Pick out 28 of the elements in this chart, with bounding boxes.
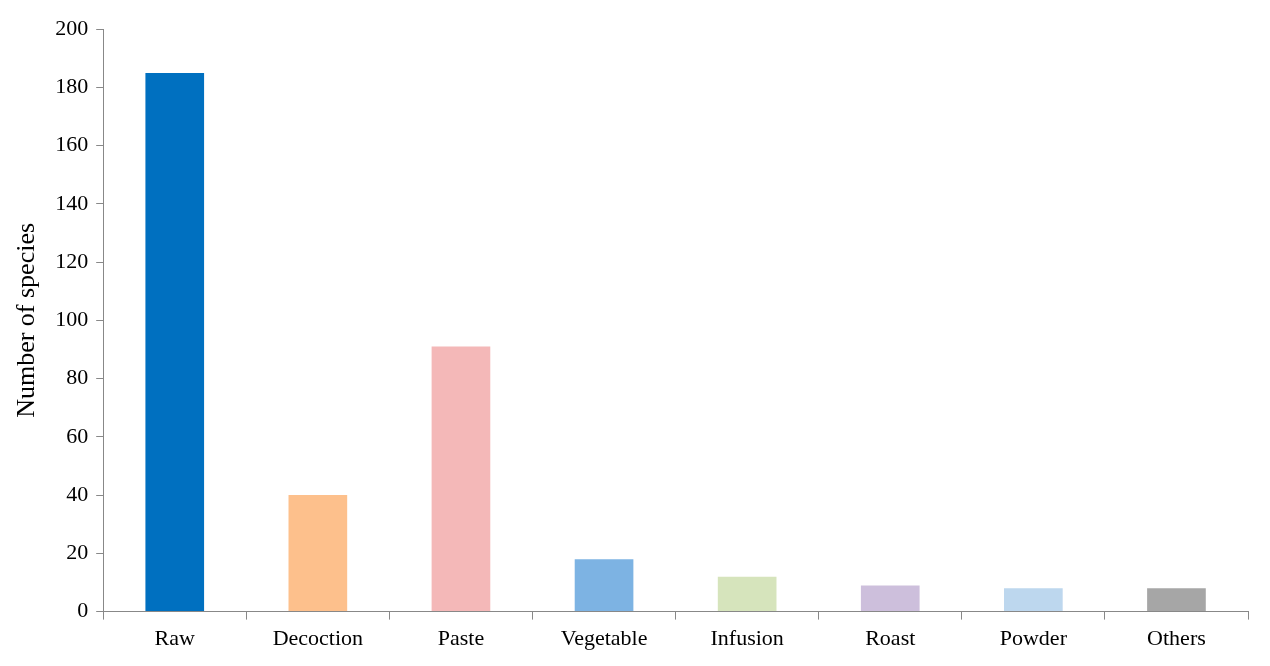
y-tick-label: 0 <box>77 597 89 623</box>
bar <box>1004 588 1063 612</box>
bar <box>288 495 348 612</box>
bar <box>574 559 634 612</box>
bar <box>1147 588 1206 612</box>
x-tick-label: Raw <box>154 624 196 650</box>
x-tick-label: Others <box>1147 624 1206 650</box>
bar <box>431 346 491 612</box>
bar <box>717 576 777 612</box>
y-axis-title: Number of species <box>11 222 41 418</box>
y-tick-label: 120 <box>55 247 89 273</box>
x-tick-label: Vegetable <box>560 624 648 650</box>
y-tick-label: 140 <box>55 189 89 215</box>
x-tick-label: Infusion <box>710 624 784 650</box>
y-tick-label: 40 <box>66 480 89 506</box>
y-tick-label: 80 <box>66 364 89 390</box>
x-tick-label: Powder <box>999 624 1068 650</box>
y-tick-label: 200 <box>55 14 89 40</box>
y-tick-label: 100 <box>55 306 89 332</box>
x-tick-label: Decoction <box>272 624 364 650</box>
y-tick-label: 160 <box>55 131 89 157</box>
x-tick-label: Paste <box>437 624 485 650</box>
bar <box>145 72 205 612</box>
bar <box>860 585 920 612</box>
y-tick-label: 60 <box>66 422 89 448</box>
x-tick-label: Roast <box>865 624 916 650</box>
y-tick-label: 180 <box>55 73 89 99</box>
y-tick-label: 20 <box>66 539 89 565</box>
